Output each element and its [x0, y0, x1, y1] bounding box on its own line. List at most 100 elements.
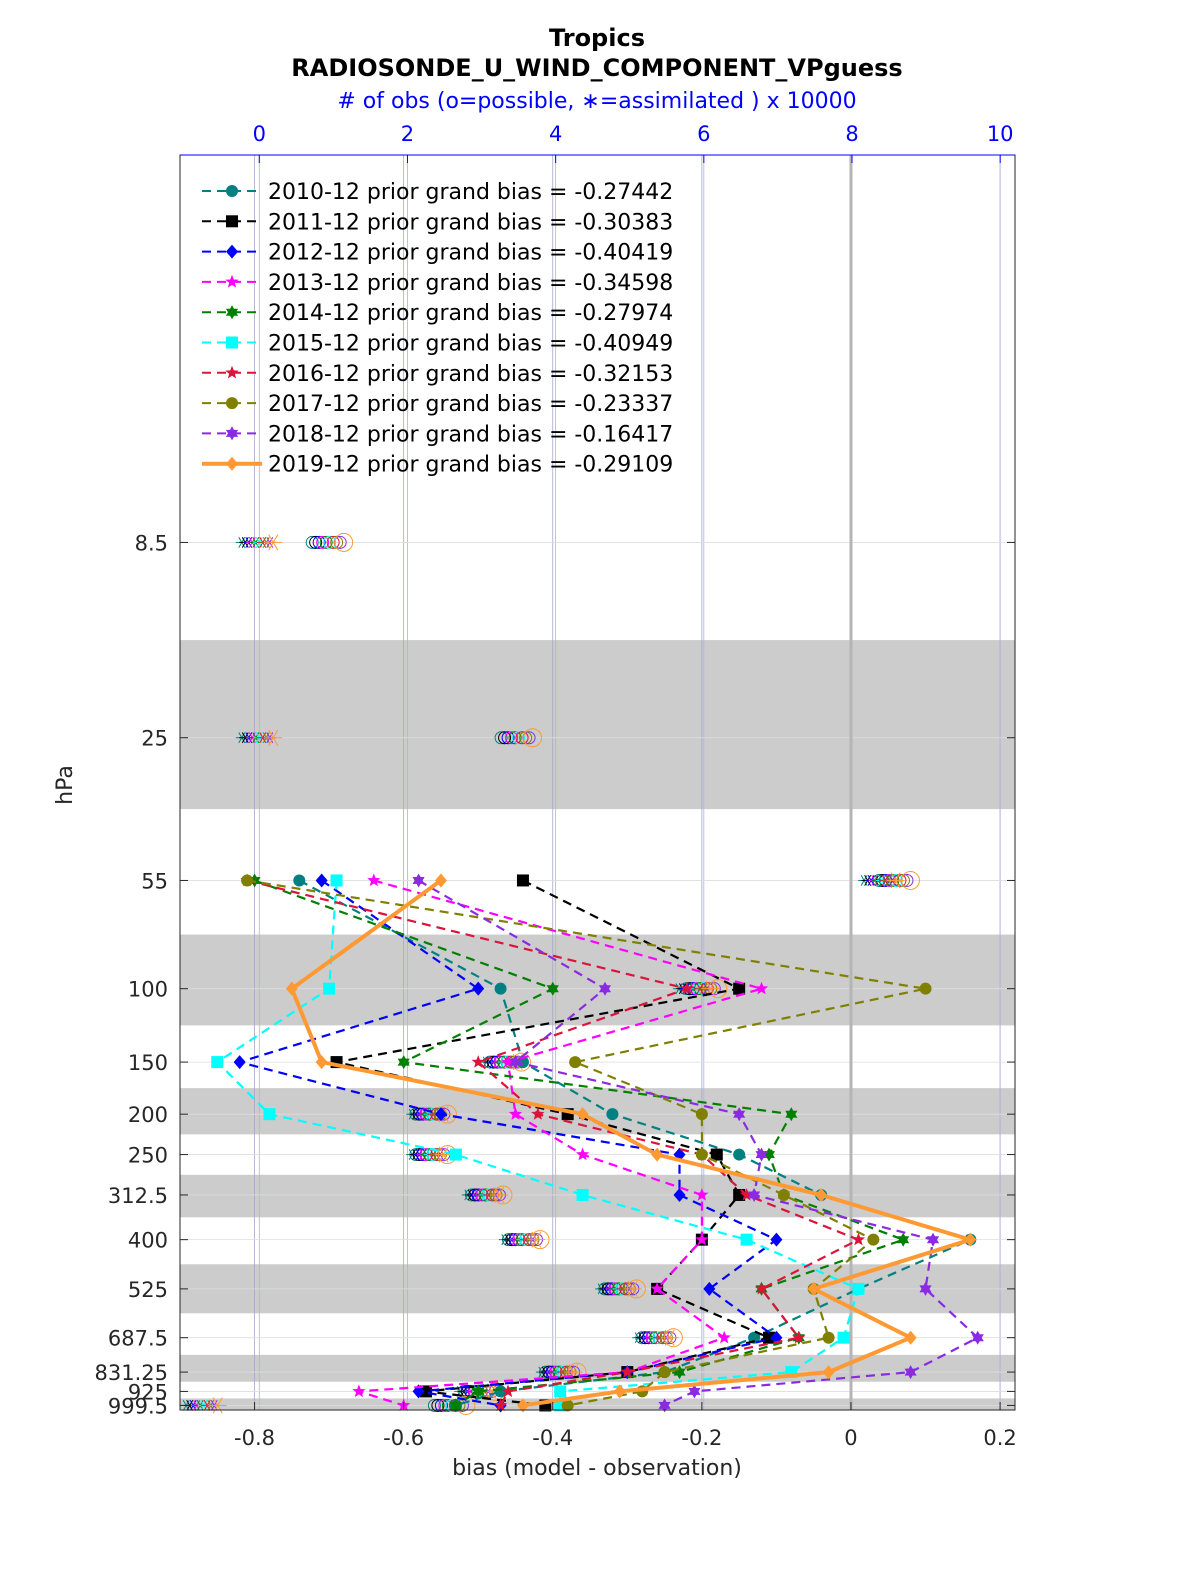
series-marker: [576, 1188, 589, 1201]
possible-obs-marker: [523, 728, 543, 748]
y-tick-label: 999.5: [108, 1394, 168, 1418]
series-marker: [397, 1055, 410, 1070]
series-marker: [323, 982, 336, 995]
legend-label: 2017-12 prior grand bias = -0.23337: [268, 392, 673, 417]
y-tick-labels: 8.5 25 55 100 150 200 250 312.5 400 525 687.5 831.2…: [95, 531, 1015, 1418]
series-marker: [225, 274, 239, 288]
series-marker: [315, 1055, 328, 1070]
series-marker: [650, 1281, 664, 1295]
chart-subtitle: RADIOSONDE_U_WIND_COMPONENT_VPguess: [291, 54, 902, 82]
y-tick-label: 100: [128, 978, 168, 1002]
series-marker: [315, 873, 328, 888]
series-marker: [561, 1399, 574, 1412]
series-marker: [754, 1281, 769, 1295]
assimilated-obs-marker: [886, 872, 905, 889]
series-marker: [508, 1107, 523, 1120]
series-marker: [837, 1331, 850, 1344]
series-marker: [807, 1281, 820, 1296]
top-tick-labels: 0 2 4 6 8 10: [253, 122, 1014, 163]
series-marker: [688, 1384, 701, 1399]
series-marker: [569, 1056, 582, 1069]
series-marker: [695, 1108, 708, 1121]
x-tick-label: 0: [844, 1426, 857, 1450]
series-marker: [852, 1282, 865, 1295]
series-marker: [330, 874, 343, 887]
assimilated-obs-stroke: [627, 1280, 638, 1297]
possible-obs-marker: [312, 535, 326, 549]
series-marker: [285, 981, 298, 996]
possible-obs-marker: [501, 731, 515, 745]
series: [211, 874, 865, 1412]
series-marker: [501, 1384, 515, 1398]
possible-obs-marker: [431, 1398, 445, 1412]
level-band: [180, 1088, 1015, 1135]
assimilated-obs-marker: [434, 1146, 453, 1163]
series-marker: [472, 1384, 485, 1399]
legend-item: 2010-12 prior grand bias = -0.27442: [202, 180, 673, 205]
level-band: [180, 1398, 1015, 1410]
series-line: [238, 879, 778, 1407]
possible-obs-marker: [323, 535, 337, 549]
series-marker: [717, 1330, 731, 1344]
series-marker: [367, 873, 381, 887]
y-tick-label: 400: [128, 1229, 168, 1253]
series: [412, 873, 984, 1413]
series-marker: [598, 981, 611, 996]
series-line: [289, 878, 973, 1408]
legend-label: 2011-12 prior grand bias = -0.30383: [268, 210, 673, 235]
legend-item: 2018-12 prior grand bias = -0.16417: [202, 422, 673, 447]
series-marker: [897, 1232, 910, 1247]
series-marker: [695, 1148, 708, 1161]
series-marker: [263, 1108, 276, 1121]
legend-item: 2019-12 prior grand bias = -0.29109: [202, 453, 673, 478]
series-marker: [516, 1398, 529, 1413]
possible-obs-marker: [512, 731, 526, 745]
y-tick-label: 312.5: [108, 1184, 168, 1208]
series-marker: [434, 1107, 447, 1122]
series-marker: [733, 1148, 746, 1161]
assimilated-obs-marker: [264, 534, 283, 551]
series-marker: [904, 1330, 917, 1345]
x-tick-label: -0.6: [383, 1426, 424, 1450]
series-marker: [658, 1366, 671, 1379]
series-marker: [695, 1232, 709, 1246]
x-tick-labels: -0.8 -0.6 -0.4 -0.2 0 0.2: [234, 1402, 1017, 1450]
top-tick-label: 8: [845, 122, 858, 146]
series-marker: [576, 1107, 589, 1122]
series-marker: [792, 1330, 806, 1344]
series-marker: [226, 215, 238, 228]
assimilated-obs-marker: [623, 1280, 642, 1297]
series-marker: [494, 982, 507, 995]
series-marker: [226, 397, 238, 410]
series-marker: [785, 1107, 798, 1122]
legend-label: 2018-12 prior grand bias = -0.16417: [268, 422, 673, 447]
series-marker: [501, 1055, 515, 1068]
series-marker: [293, 874, 306, 887]
top-tick-label: 0: [253, 122, 266, 146]
series-marker: [703, 1281, 716, 1296]
assimilated-obs-stroke: [890, 872, 901, 889]
series-marker: [226, 456, 238, 471]
legend-item: 2016-12 prior grand bias = -0.32153: [202, 362, 673, 387]
y-tick-label: 25: [141, 727, 168, 751]
series-marker: [748, 1188, 761, 1202]
series-marker: [226, 244, 238, 259]
series-marker: [919, 982, 932, 995]
possible-obs-marker: [505, 731, 519, 745]
series-marker: [822, 1331, 835, 1344]
possible-obs-marker: [319, 535, 333, 549]
y-tick-label: 687.5: [108, 1327, 168, 1351]
series-marker: [494, 1385, 507, 1398]
series-marker: [493, 1398, 508, 1412]
legend-item: 2017-12 prior grand bias = -0.23337: [202, 392, 673, 417]
legend-label: 2016-12 prior grand bias = -0.32153: [268, 362, 673, 387]
series-marker: [739, 1188, 754, 1201]
series-marker: [710, 1148, 723, 1161]
legend-item: 2013-12 prior grand bias = -0.34598: [202, 271, 673, 296]
level-band: [180, 1174, 1015, 1218]
series-marker: [822, 1365, 835, 1380]
series-marker: [673, 1187, 686, 1202]
series-marker: [420, 1385, 433, 1398]
series-marker: [748, 1331, 761, 1344]
legend-label: 2019-12 prior grand bias = -0.29109: [268, 453, 673, 478]
